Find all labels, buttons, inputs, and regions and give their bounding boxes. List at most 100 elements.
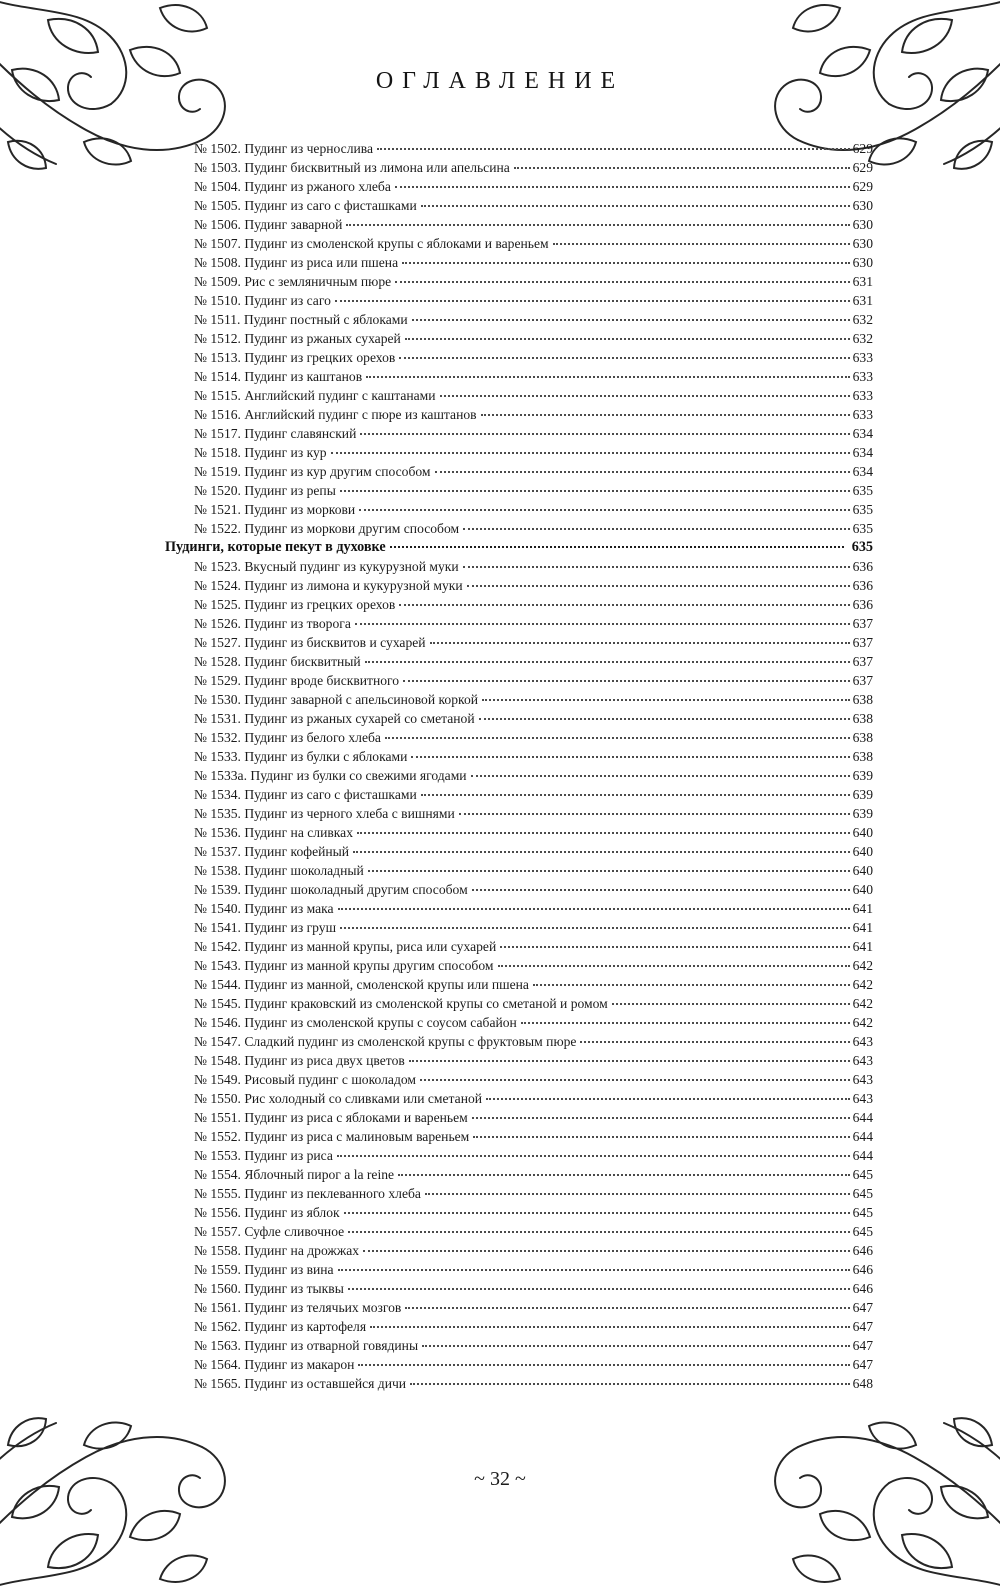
- toc-entry-label: № 1522. Пудинг из моркови другим способо…: [194, 521, 460, 536]
- dot-leader: [336, 1155, 850, 1157]
- toc-entry-page-number: 646: [852, 1281, 873, 1296]
- toc-entry: № 1518. Пудинг из кур 634: [165, 443, 873, 462]
- toc-entry-page-number: 648: [852, 1376, 873, 1391]
- toc-entry: № 1545. Пудинг краковский из смоленской …: [165, 994, 873, 1013]
- dot-leader: [399, 604, 850, 606]
- toc-entry: № 1530. Пудинг заварной с апельсиновой к…: [165, 690, 873, 709]
- toc-entry: № 1557. Суфле сливочное 645: [165, 1222, 873, 1241]
- toc-entry-page-number: 636: [852, 578, 873, 593]
- toc-entry: № 1556. Пудинг из яблок 645: [165, 1203, 873, 1222]
- toc-entry: № 1508. Пудинг из риса или пшена 630: [165, 253, 873, 272]
- dot-leader: [348, 1231, 850, 1233]
- dot-leader: [462, 566, 850, 568]
- toc-entry: № 1536. Пудинг на сливках 640: [165, 823, 873, 842]
- toc-entry-label: № 1550. Рис холодный со сливками или сме…: [194, 1091, 483, 1106]
- toc-entry-label: № 1545. Пудинг краковский из смоленской …: [194, 996, 608, 1011]
- dot-leader: [395, 281, 850, 283]
- toc-entry: № 1515. Английский пудинг с каштанами 63…: [165, 386, 873, 405]
- toc-entry: № 1541. Пудинг из груш 641: [165, 918, 873, 937]
- dot-leader: [532, 984, 850, 986]
- dot-leader: [370, 1326, 850, 1328]
- toc-entry: № 1564. Пудинг из макарон 647: [165, 1355, 873, 1374]
- toc-entry-label: № 1556. Пудинг из яблок: [194, 1205, 340, 1220]
- toc-entry-label: № 1516. Английский пудинг с пюре из кашт…: [194, 407, 477, 422]
- toc-entry-label: № 1519. Пудинг из кур другим способом: [194, 464, 431, 479]
- toc-entry-page-number: 638: [852, 730, 873, 745]
- toc-entry: № 1532. Пудинг из белого хлеба 638: [165, 728, 873, 747]
- toc-entry-page-number: 635: [852, 483, 873, 498]
- toc-entry-page-number: 634: [852, 426, 873, 441]
- toc-entry-page-number: 642: [852, 996, 873, 1011]
- toc-entry-page-number: 640: [852, 882, 873, 897]
- toc-entry-label: № 1540. Пудинг из мака: [194, 901, 334, 916]
- toc-entry-page-number: 633: [852, 350, 873, 365]
- toc-entry: № 1559. Пудинг из вина 646: [165, 1260, 873, 1279]
- dot-leader: [404, 338, 850, 340]
- toc-entry-page-number: 633: [852, 388, 873, 403]
- toc-entry-label: Пудинги, которые пекут в духовке: [165, 539, 386, 555]
- toc-entry-label: № 1564. Пудинг из макарон: [194, 1357, 355, 1372]
- toc-entry: № 1517. Пудинг славянский 634: [165, 424, 873, 443]
- toc-entry-page-number: 637: [852, 673, 873, 688]
- toc-entry: № 1562. Пудинг из картофеля 647: [165, 1317, 873, 1336]
- toc-entry-label: № 1548. Пудинг из риса двух цветов: [194, 1053, 405, 1068]
- toc-entry-label: № 1514. Пудинг из каштанов: [194, 369, 363, 384]
- toc-entry: № 1547. Сладкий пудинг из смоленской кру…: [165, 1032, 873, 1051]
- dot-leader: [611, 1003, 850, 1005]
- toc-entry-label: № 1534. Пудинг из саго с фисташками: [194, 787, 417, 802]
- toc-entry-page-number: 643: [852, 1053, 873, 1068]
- toc-entry-label: № 1530. Пудинг заварной с апельсиновой к…: [194, 692, 479, 707]
- toc-entry-label: № 1509. Рис с земляничным пюре: [194, 274, 392, 289]
- dot-leader: [337, 908, 850, 910]
- toc-entry-label: № 1512. Пудинг из ржаных сухарей: [194, 331, 401, 346]
- toc-entry-label: № 1508. Пудинг из риса или пшена: [194, 255, 399, 270]
- toc-entry: № 1548. Пудинг из риса двух цветов 643: [165, 1051, 873, 1070]
- toc-entry: № 1521. Пудинг из моркови 635: [165, 500, 873, 519]
- dot-leader: [367, 870, 850, 872]
- toc-entry-page-number: 630: [852, 236, 873, 251]
- toc-entry: № 1516. Английский пудинг с пюре из кашт…: [165, 405, 873, 424]
- toc-entry-page-number: 635: [852, 521, 873, 536]
- page-title: ОГЛАВЛЕНИЕ: [375, 68, 625, 94]
- toc-entry-label: № 1506. Пудинг заварной: [194, 217, 343, 232]
- toc-entry-label: № 1513. Пудинг из грецких орехов: [194, 350, 396, 365]
- toc-entry: № 1565. Пудинг из оставшейся дичи 648: [165, 1374, 873, 1393]
- toc-entry-page-number: 629: [852, 160, 873, 175]
- toc-entry-page-number: 647: [852, 1357, 873, 1372]
- toc-entry-page-number: 631: [852, 293, 873, 308]
- toc-entry-label: № 1539. Пудинг шоколадный другим способо…: [194, 882, 468, 897]
- toc-entry-page-number: 645: [852, 1224, 873, 1239]
- toc-entry-label: № 1505. Пудинг из саго с фисташками: [194, 198, 417, 213]
- toc-entry-label: № 1511. Пудинг постный с яблоками: [194, 312, 408, 327]
- toc-entry-label: № 1527. Пудинг из бисквитов и сухарей: [194, 635, 426, 650]
- toc-entry-page-number: 647: [852, 1319, 873, 1334]
- toc-entry-page-number: 635: [852, 502, 873, 517]
- dot-leader: [463, 528, 850, 530]
- toc-entry-page-number: 645: [852, 1205, 873, 1220]
- toc-entry: № 1514. Пудинг из каштанов 633: [165, 367, 873, 386]
- toc-entry-page-number: 646: [852, 1243, 873, 1258]
- dot-leader: [552, 243, 850, 245]
- toc-entry-page-number: 645: [852, 1167, 873, 1182]
- toc-entry-page-number: 639: [852, 787, 873, 802]
- toc-entry-label: № 1532. Пудинг из белого хлеба: [194, 730, 381, 745]
- toc-entry: № 1546. Пудинг из смоленской крупы с соу…: [165, 1013, 873, 1032]
- toc-entry-page-number: 634: [852, 445, 873, 460]
- dot-leader: [478, 718, 850, 720]
- toc-entry: № 1558. Пудинг на дрожжах 646: [165, 1241, 873, 1260]
- toc-entry-label: № 1541. Пудинг из груш: [194, 920, 337, 935]
- dot-leader: [422, 1345, 850, 1347]
- toc-entry: № 1504. Пудинг из ржаного хлеба 629: [165, 177, 873, 196]
- dot-leader: [411, 756, 850, 758]
- dot-leader: [439, 395, 850, 397]
- toc-entry-label: № 1544. Пудинг из манной, смоленской кру…: [194, 977, 529, 992]
- toc-entry-page-number: 644: [852, 1110, 873, 1125]
- toc-entry-label: № 1533. Пудинг из булки с яблоками: [194, 749, 408, 764]
- toc-entry-label: № 1559. Пудинг из вина: [194, 1262, 334, 1277]
- toc-entry-page-number: 630: [852, 217, 873, 232]
- toc-entry-label: № 1517. Пудинг славянский: [194, 426, 357, 441]
- toc-entry: № 1550. Рис холодный со сливками или сме…: [165, 1089, 873, 1108]
- toc-entry: № 1542. Пудинг из манной крупы, риса или…: [165, 937, 873, 956]
- dot-leader: [366, 376, 850, 378]
- toc-entry-label: № 1502. Пудинг из чернослива: [194, 141, 374, 156]
